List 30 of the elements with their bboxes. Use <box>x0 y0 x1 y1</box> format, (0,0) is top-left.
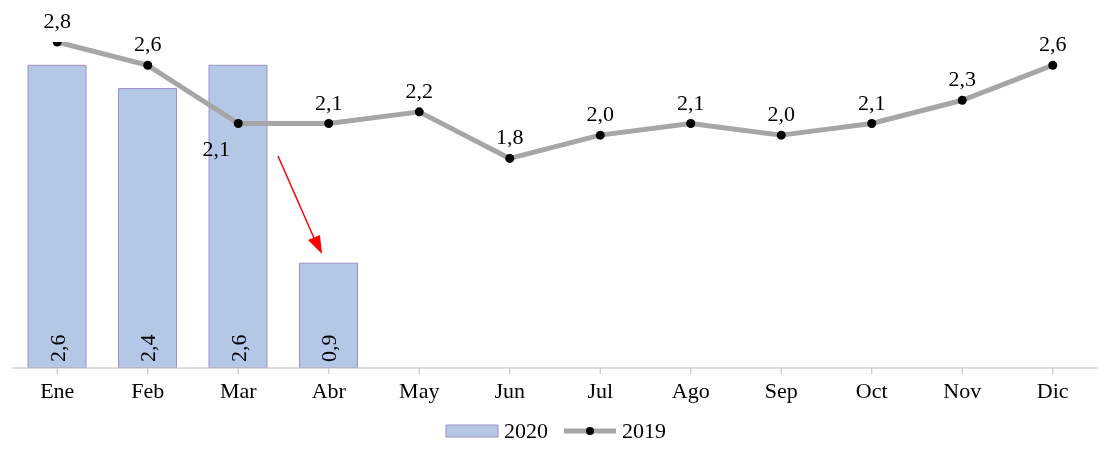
x-tick-label: Mar <box>219 377 258 403</box>
data-label: 2,2 <box>405 77 433 103</box>
data-label: 2,8 <box>43 8 71 33</box>
x-tick-label: Abr <box>311 377 347 403</box>
data-label: 2,6 <box>1039 31 1067 57</box>
x-tick-label: May <box>399 377 440 403</box>
x-tick-label: Jun <box>494 377 526 403</box>
x-tick-label: Nov <box>943 377 982 403</box>
data-label: 1,8 <box>496 124 524 150</box>
data-label: 2,6 <box>225 334 251 362</box>
data-label: 2,0 <box>586 101 614 127</box>
data-label: 0,9 <box>316 334 342 362</box>
x-tick-label: Sep <box>764 377 798 403</box>
legend-label: 2019 <box>621 418 666 444</box>
x-tick-label: Ene <box>40 377 75 403</box>
x-tick-label: Oct <box>855 377 888 403</box>
legend-label: 2020 <box>503 418 548 444</box>
x-tick-label: Jul <box>587 377 614 403</box>
data-label: 2,1 <box>202 135 230 161</box>
data-label: 2,1 <box>858 89 886 115</box>
data-label: 2,6 <box>44 334 70 362</box>
data-label: 2,3 <box>948 66 976 92</box>
x-tick-label: Ago <box>671 377 710 403</box>
data-label: 2,4 <box>135 334 161 362</box>
x-tick-label: Feb <box>131 377 165 403</box>
x-tick-label: Dic <box>1036 377 1069 403</box>
data-label: 2,1 <box>677 89 705 115</box>
data-label: 2,6 <box>134 31 162 57</box>
data-label: 2,1 <box>315 89 343 115</box>
data-label: 2,0 <box>767 101 795 127</box>
